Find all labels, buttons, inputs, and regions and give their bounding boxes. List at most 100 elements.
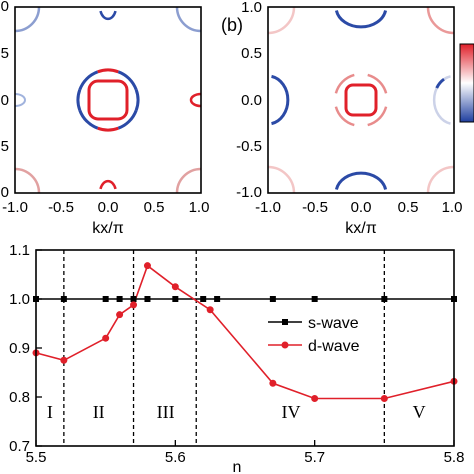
fs-corner-arc-b	[426, 6, 455, 35]
fs-inner-pocket-a	[87, 79, 129, 121]
fs-outer-arc-a	[97, 126, 119, 132]
ytick-label: 1.0	[9, 291, 30, 308]
ytick-label: 0.5	[241, 45, 262, 62]
data-point-s-wave	[116, 296, 123, 302]
panel-c-ticks: 5.5 5.6 5.7 5.8 0.7 0.8 0.9 1.0 1.1	[9, 242, 464, 466]
panel-b-yticks: 1.0 0.5 0.0 -0.5 -1.0	[236, 0, 262, 201]
fs-edge-arc-b	[334, 171, 388, 190]
region-label: II	[93, 402, 105, 422]
data-point-d-wave	[143, 262, 151, 270]
fs-corner-arc-b	[267, 165, 296, 194]
fs-outer-arc-a	[78, 70, 99, 91]
data-point-d-wave	[380, 394, 388, 402]
region-label: I	[47, 402, 53, 422]
fs-edge-arc-b	[271, 74, 290, 126]
panel-c-xlabel: n	[233, 459, 242, 474]
xtick-label: 5.8	[444, 449, 465, 466]
xtick-label: 5.6	[165, 449, 186, 466]
ytick-label: .5	[0, 138, 9, 155]
fs-edge-arc-b	[435, 77, 445, 89]
xtick-label: 5.7	[304, 449, 325, 466]
fs-edge-arc-a	[14, 93, 26, 107]
data-point-s-wave	[102, 296, 109, 302]
data-point-s-wave	[130, 296, 137, 302]
data-point-d-wave	[60, 356, 68, 364]
data-point-d-wave	[130, 301, 138, 309]
panel-a-xticks: -1.0 -0.5 0.0 0.5 1.0	[2, 199, 209, 216]
panel-a: .0 .5 .0 .5 .0 -1.0 -0.5 0.0 0.5 1.0 kx/…	[0, 0, 209, 237]
ytick-label: 0.9	[9, 340, 30, 357]
legend: s-wave d-wave	[268, 315, 360, 355]
fs-edge-arc-b	[334, 10, 388, 29]
legend-marker-d-wave	[281, 341, 289, 349]
panel-b-xticks: -1.0 -0.5 0.0 0.5 1.0	[255, 199, 462, 216]
data-point-d-wave	[102, 334, 110, 342]
xtick-label: 0.0	[351, 199, 372, 216]
xtick-label: 1.0	[189, 199, 210, 216]
legend-label-d-wave: d-wave	[308, 338, 360, 355]
data-point-s-wave	[144, 296, 151, 302]
fs-edge-arc-a	[99, 10, 117, 21]
panel-a-xlabel: kx/π	[92, 220, 123, 237]
panel-b: (b) 1.0 0.5 0.0 -0.5 -1.0 -1.0 -0.5 0.0 …	[221, 0, 462, 237]
xtick-label: 0.0	[98, 199, 119, 216]
fs-corner-arc-b	[267, 6, 296, 35]
fs-edge-arc-a	[189, 92, 202, 108]
xtick-label: -1.0	[2, 199, 28, 216]
fs-outer-arc-b	[367, 73, 388, 94]
xtick-label: -0.5	[302, 199, 328, 216]
fs-corner-arc-b	[426, 165, 455, 194]
ytick-label: 1.1	[9, 242, 30, 259]
series-line-d-wave	[35, 264, 455, 400]
data-point-s-wave	[200, 296, 207, 302]
fs-corner-arc-a	[175, 167, 202, 194]
fs-edge-arc-b	[432, 75, 451, 125]
data-point-s-wave	[172, 296, 179, 302]
xtick-label: 0.5	[398, 199, 419, 216]
ytick-label: 0.7	[9, 438, 30, 455]
fs-outer-arc-a	[97, 68, 119, 74]
panel-a-yticks: .0 .5 .0 .5 .0	[0, 0, 9, 201]
panel-c: I II III IV V 5.5 5.6 5.7 5.80.70.80.91.01.1 n …	[9, 242, 464, 474]
series-markers	[32, 262, 458, 402]
region-label: III	[157, 402, 175, 422]
region-label: IV	[281, 402, 300, 422]
region-labels: I II III IV V	[47, 402, 426, 422]
legend-marker-s-wave	[282, 319, 288, 325]
ytick-label: .0	[0, 92, 9, 109]
fermi-surface-a	[14, 6, 202, 194]
ytick-label: 0.8	[9, 389, 30, 406]
series-lines	[35, 264, 455, 400]
fermi-surface-b	[267, 6, 455, 194]
ytick-label: .5	[0, 45, 9, 62]
panel-b-xlabel: kx/π	[345, 220, 376, 237]
fs-corner-arc-a	[14, 167, 41, 194]
fs-corner-arc-a	[175, 6, 202, 33]
panel-b-label: (b)	[221, 15, 243, 35]
fs-outer-arc-b	[334, 73, 355, 94]
data-point-d-wave	[311, 394, 319, 402]
panel-a-frame	[14, 6, 202, 194]
data-point-s-wave	[214, 296, 221, 302]
ytick-label: 1.0	[241, 0, 262, 16]
data-point-s-wave	[311, 296, 318, 302]
fs-outer-arc-a	[134, 89, 140, 111]
fs-outer-arc-b	[334, 106, 355, 127]
xtick-label: 0.5	[144, 199, 165, 216]
data-point-s-wave	[381, 296, 388, 302]
region-label: V	[413, 402, 426, 422]
ytick-label: .0	[0, 184, 9, 201]
legend-label-s-wave: s-wave	[308, 315, 359, 332]
xtick-label: -0.5	[48, 199, 74, 216]
data-point-s-wave	[269, 296, 276, 302]
ytick-label: -0.5	[236, 138, 262, 155]
data-point-s-wave	[60, 296, 67, 302]
xtick-label: -1.0	[255, 199, 281, 216]
xtick-label: 1.0	[442, 199, 463, 216]
fs-inner-pocket-b	[344, 83, 378, 117]
fs-corner-arc-a	[14, 6, 41, 33]
colorbar	[459, 43, 474, 123]
data-point-d-wave	[269, 379, 277, 387]
fs-outer-arc-a	[117, 109, 138, 130]
